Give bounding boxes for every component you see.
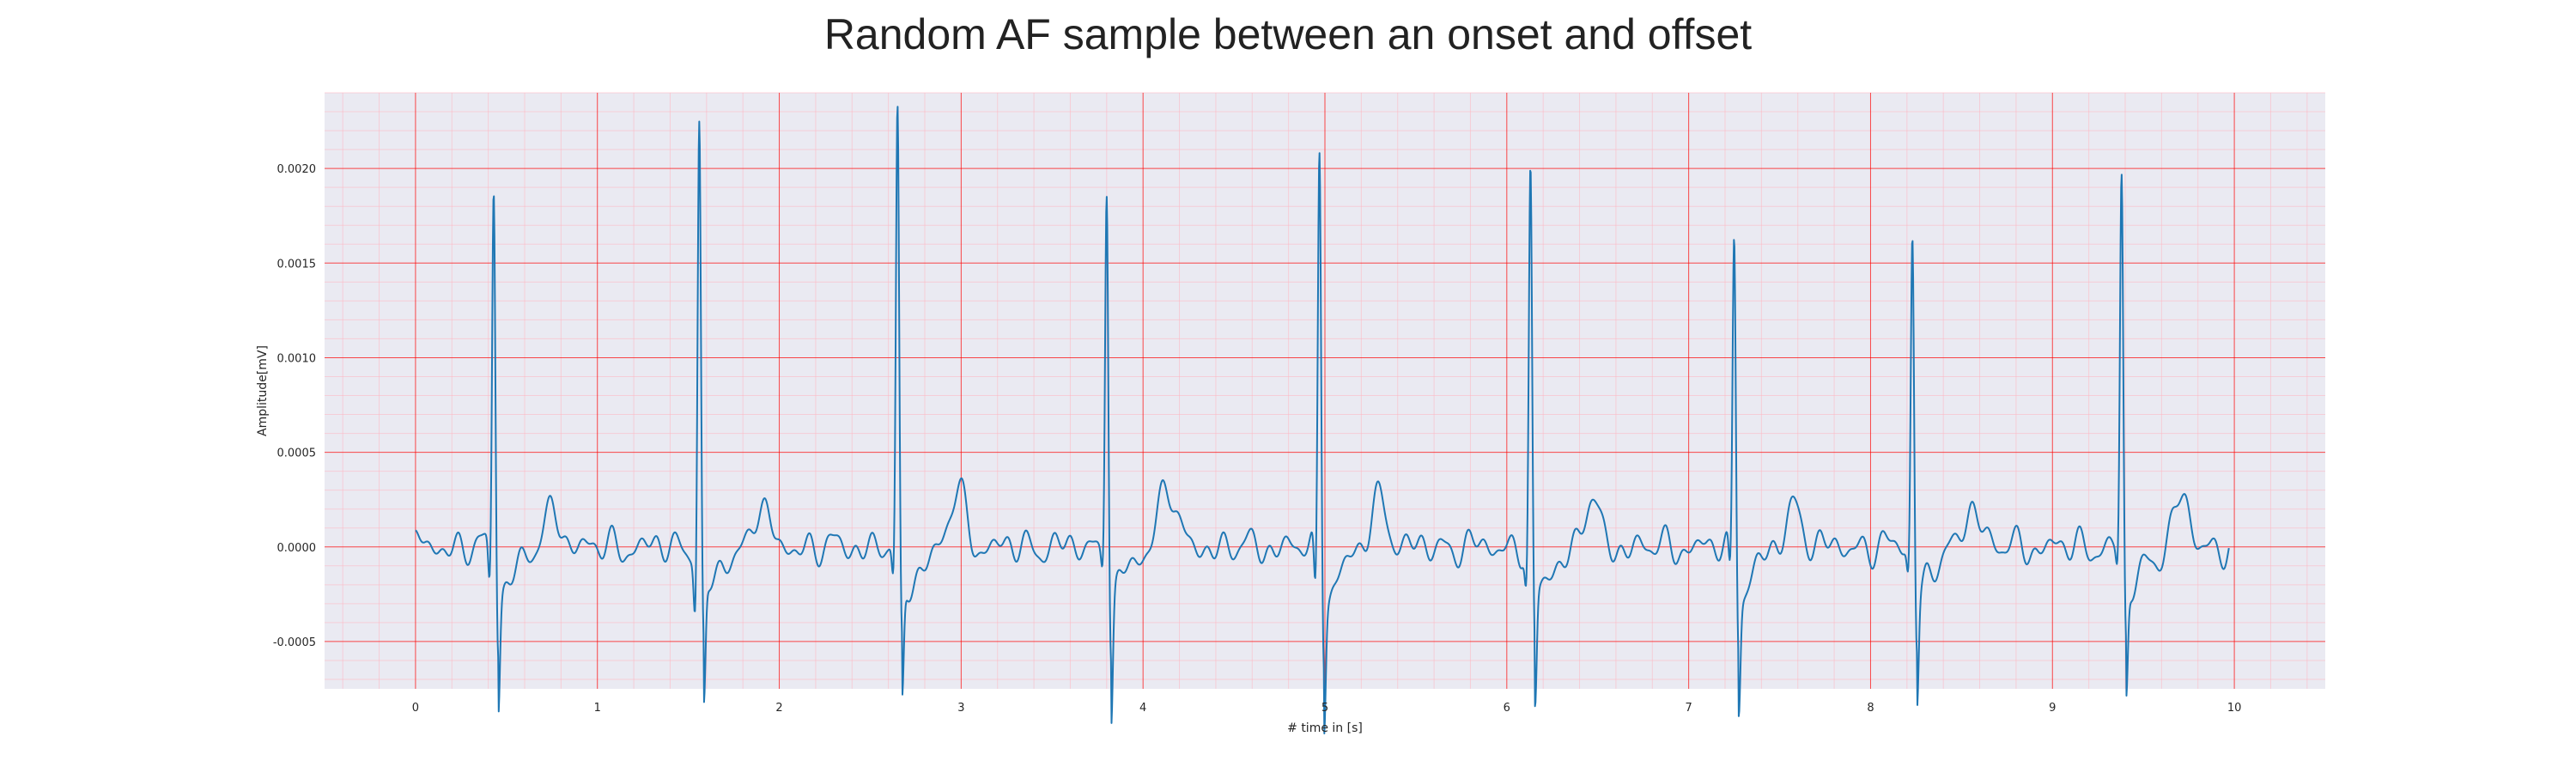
x-tick-label: 7 <box>1685 702 1692 715</box>
x-tick-label: 9 <box>2049 702 2056 715</box>
y-axis-label: Amplitude[mV] <box>256 345 270 436</box>
ecg-series-line <box>415 106 2230 734</box>
series-layer <box>415 106 2230 734</box>
y-axis-ticks: -0.0005 0.0000 0.0005 0.0010 0.0015 0.0020 <box>273 163 316 649</box>
chart-title: Random AF sample between an onset and of… <box>823 10 1753 58</box>
x-tick-label: 10 <box>2227 702 2242 715</box>
x-tick-label: 0 <box>412 702 419 715</box>
x-tick-label: 1 <box>594 702 601 715</box>
y-tick-label: 0.0015 <box>277 258 317 271</box>
x-axis-label: # time in [s] <box>1287 721 1363 735</box>
x-tick-label: 8 <box>1867 702 1874 715</box>
x-tick-label: 3 <box>957 702 964 715</box>
y-tick-label: 0.0010 <box>277 352 317 365</box>
x-tick-label: 6 <box>1504 702 1510 715</box>
y-tick-label: 0.0020 <box>277 163 317 176</box>
x-tick-label: 2 <box>775 702 782 715</box>
y-tick-label: 0.0000 <box>277 542 317 555</box>
x-tick-label: 5 <box>1321 702 1328 715</box>
x-axis-ticks: 0 1 2 3 4 5 6 7 8 9 10 <box>412 702 2242 715</box>
major-grid <box>325 93 2325 689</box>
y-tick-label: -0.0005 <box>273 636 316 649</box>
x-tick-label: 4 <box>1139 702 1146 715</box>
y-tick-label: 0.0005 <box>277 447 317 460</box>
